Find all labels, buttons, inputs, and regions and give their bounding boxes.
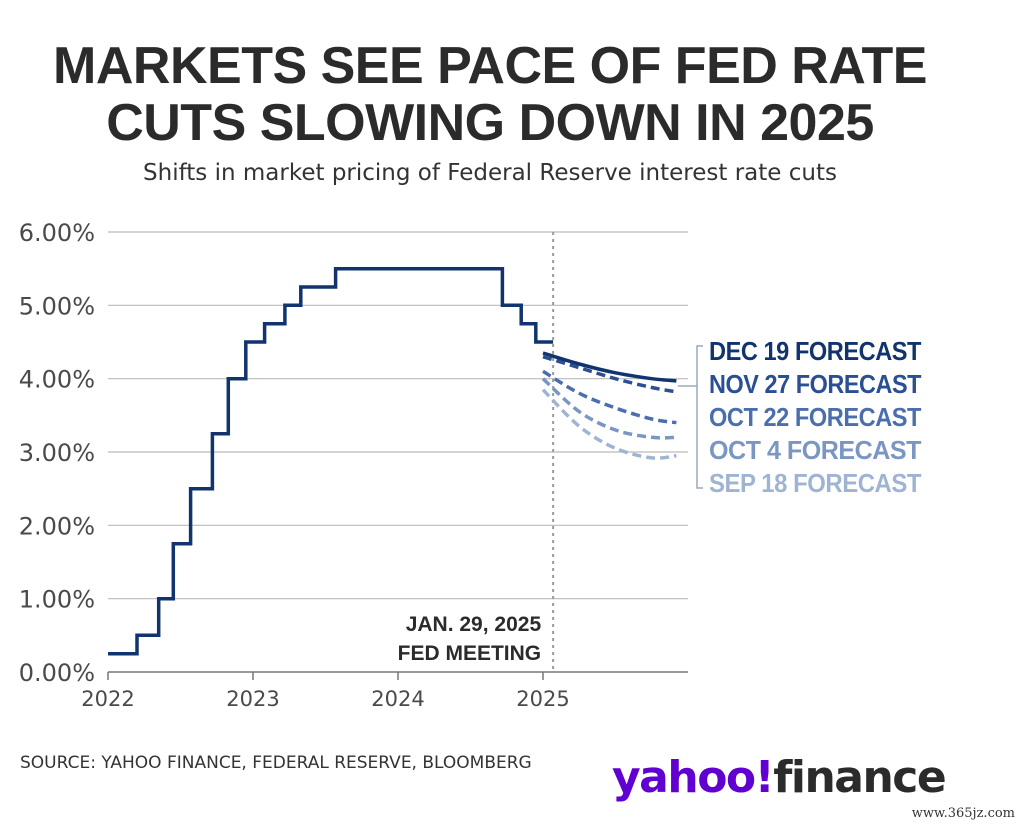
annotation-line-1: JAN. 29, 2025 [406,613,542,636]
rate-chart: 0.00% 1.00% 2.00% 3.00% 4.00% 5.00% 6.00% 2022 2… [19,219,922,711]
forecast-line-sep-18-forecast [541,388,677,460]
legend-label: DEC 19 FORECAST [709,336,922,366]
y-tick-label: 4.00% [19,366,95,394]
historical-rate-line [108,266,554,656]
logo-finance-text: finance [773,752,947,803]
legend-label: OCT 22 FORECAST [709,402,922,432]
x-tick-label: 2023 [226,687,279,711]
x-tick-label: 2025 [516,687,569,711]
chart-title-line-1: MARKETS SEE PACE OF FED RATE [53,37,927,95]
forecast-line-oct-22-forecast [542,369,677,425]
legend-label: NOV 27 FORECAST [709,369,922,399]
legend-label: SEP 18 FORECAST [709,468,922,498]
y-tick-label: 6.00% [19,219,95,247]
chart-subtitle: Shifts in market pricing of Federal Rese… [143,160,837,186]
forecast-line-dec-19-forecast [542,351,677,383]
source-note: SOURCE: YAHOO FINANCE, FEDERAL RESERVE, … [20,753,532,773]
chart-title-line-2: CUTS SLOWING DOWN IN 2025 [106,94,874,152]
y-tick-label: 5.00% [19,292,95,320]
y-tick-label: 2.00% [19,512,95,540]
logo-yahoo-text: yahoo! [612,752,775,803]
yahoo-finance-logo: yahoo!finance [612,748,947,808]
y-tick-label: 1.00% [19,586,95,614]
forecast-line-oct-4-forecast [541,377,677,440]
legend-label: OCT 4 FORECAST [709,435,922,465]
y-tick-label: 0.00% [19,659,95,687]
watermark: www.365jz.com [911,806,1015,821]
annotation-line-2: FED MEETING [398,642,542,665]
x-tick-label: 2024 [371,687,424,711]
forecast-line-nov-27-forecast [542,355,677,394]
y-tick-label: 3.00% [19,439,95,467]
x-tick-label: 2022 [81,687,134,711]
chart-title: MARKETS SEE PACE OF FED RATE CUTS SLOWIN… [0,38,980,152]
legend-bracket [696,345,703,489]
